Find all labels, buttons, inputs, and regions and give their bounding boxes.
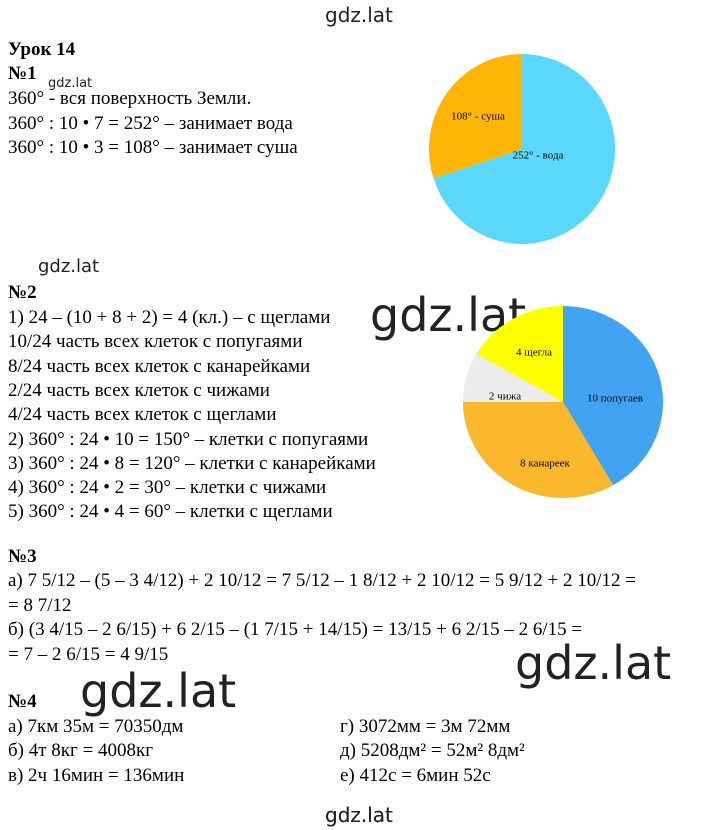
slice-label: 252° - вода: [513, 150, 564, 162]
heading: №3: [8, 546, 37, 567]
watermark: gdz.lat: [80, 664, 237, 718]
pie-slice: [476, 306, 563, 402]
watermark: gdz.lat: [325, 803, 393, 827]
watermark: gdz.lat: [325, 803, 393, 827]
heading: №2: [8, 282, 37, 303]
watermark: gdz.lat: [48, 76, 93, 91]
text-line: 4/24 часть всех клеток с щеглами: [8, 404, 277, 426]
text-line: 8/24 часть всех клеток с канарейками: [8, 355, 311, 377]
text-line: а) 7км 35м = 70350дм: [8, 716, 184, 737]
pie-slice: [463, 354, 563, 402]
slice-label: 10 попугаев: [587, 393, 643, 405]
text-line: 360° - вся поверхность Земли.: [8, 88, 252, 109]
text-line: 1) 24 – (10 + 8 + 2) = 4 (кл.) – с щегла…: [8, 307, 331, 328]
heading: №4: [8, 691, 37, 712]
text-line: б) (3 4/15 – 2 6/15) + 6 2/15 – (1 7/15 …: [8, 619, 583, 641]
pie-slice: [563, 306, 663, 486]
watermark: gdz.lat: [515, 636, 672, 690]
text-line: г) 3072мм = 3м 72мм: [340, 716, 511, 737]
text-line: 3) 360° : 24 • 8 = 120° – клетки с канар…: [8, 452, 376, 474]
text-line: 10/24 часть всех клеток с попугаями: [8, 331, 303, 353]
watermark: gdz.lat: [325, 3, 393, 27]
text-line: 4) 360° : 24 • 2 = 30° – клетки с чижами: [8, 477, 327, 499]
text-line: = 7 – 2 6/15 = 4 9/15: [8, 643, 169, 665]
pie-slice: [463, 402, 613, 498]
text-line: = 8 7/12: [8, 594, 72, 616]
heading: №1: [8, 63, 37, 84]
slice-label: 8 канареек: [520, 458, 570, 470]
text-line: 360° : 10 • 3 = 108° – занимает суша: [8, 137, 298, 158]
text-line: а) 7 5/12 – (5 – 3 4/12) + 2 10/12 = 7 5…: [8, 570, 636, 591]
text-line: 2/24 часть всех клеток с чижами: [8, 379, 270, 401]
text-line: д) 5208дм² = 52м² 8дм²: [340, 740, 525, 762]
pie-slice: [433, 54, 615, 244]
slice-label: 108° - суша: [451, 111, 505, 123]
watermark: gdz.lat: [38, 256, 100, 277]
text-line: е) 412с = 6мин 52с: [340, 764, 491, 786]
text-line: б) 4т 8кг = 4008кг: [8, 740, 154, 762]
pie-slice: [429, 54, 522, 179]
slice-label: 2 чижа: [489, 391, 521, 403]
lesson-title: Урок 14: [8, 39, 76, 60]
text-line: 360° : 10 • 7 = 252° – занимает вода: [8, 112, 293, 134]
text-line: 2) 360° : 24 • 10 = 150° – клетки с попу…: [8, 428, 369, 450]
text-line: в) 2ч 16мин = 136мин: [8, 764, 185, 786]
text-line: 5) 360° : 24 • 4 = 60° – клетки с щеглам…: [8, 501, 333, 523]
slice-label: 4 щегла: [516, 347, 552, 359]
